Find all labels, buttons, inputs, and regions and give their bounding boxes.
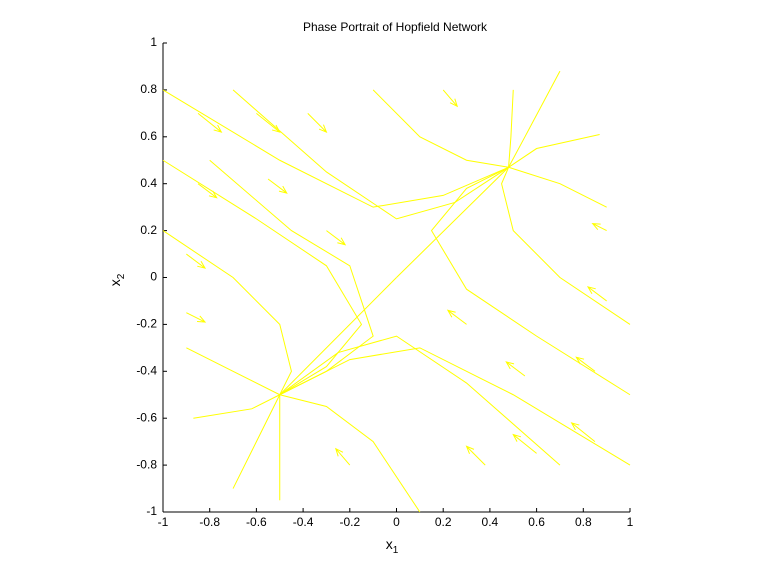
flow-arrow [512, 433, 537, 454]
trajectory [508, 166, 607, 208]
trajectory [162, 159, 363, 396]
x-tick-label: 0.4 [482, 515, 499, 529]
x-tick-label: 1 [627, 515, 634, 529]
x-tick-label: -1 [158, 515, 169, 529]
y-tick-label: 1 [150, 35, 157, 49]
trajectory [396, 166, 509, 278]
y-tick-label: 0.8 [140, 82, 157, 96]
trajectory [232, 394, 281, 489]
trajectory [508, 70, 561, 168]
y-axis-label: x2 [107, 273, 127, 286]
trajectory [508, 133, 600, 168]
flow-arrow [570, 422, 596, 443]
flow-arrow [505, 361, 526, 377]
y-tick-label: -0.4 [136, 363, 157, 377]
flow-arrow [326, 230, 347, 246]
trajectory [193, 394, 280, 419]
trajectory [279, 277, 397, 396]
trajectory [162, 89, 509, 208]
trajectory [279, 394, 421, 513]
x-tick-label: -0.8 [199, 515, 220, 529]
y-tick-label: -0.2 [136, 317, 157, 331]
flow-arrow [575, 356, 596, 372]
y-tick-label: 0.6 [140, 129, 157, 143]
trajectory [501, 167, 631, 325]
y-tick-label: 0.4 [140, 176, 157, 190]
y-label-text: x [107, 279, 123, 286]
x-tick-label: 0.6 [528, 515, 545, 529]
chart-title: Phase Portrait of Hopfield Network [303, 20, 488, 34]
y-tick-label: -1 [146, 504, 157, 518]
flow-arrow [465, 445, 486, 466]
x-tick-label: -0.2 [339, 515, 360, 529]
flow-arrow [197, 183, 218, 199]
flow-arrow [446, 309, 467, 325]
y-label-subscript: 2 [116, 273, 127, 279]
y-tick-label: 0 [150, 270, 157, 284]
flow-arrow [197, 112, 223, 133]
flow-arrow [591, 222, 607, 232]
x-tick-label: 0.8 [575, 515, 592, 529]
y-tick-label: -0.8 [136, 457, 157, 471]
x-label-text: x [386, 536, 393, 552]
trajectory [372, 89, 509, 168]
x-tick-label: 0 [393, 515, 400, 529]
flow-arrow [586, 286, 607, 302]
trajectory [508, 89, 514, 168]
y-tick-label: 0.2 [140, 223, 157, 237]
trajectory [186, 347, 280, 396]
y-tick-label: -0.6 [136, 410, 157, 424]
flow-arrow [186, 312, 207, 323]
flow-arrow [442, 89, 459, 108]
trajectory [209, 159, 374, 396]
trajectory [162, 230, 292, 395]
trajectory [232, 89, 509, 220]
trajectory [279, 335, 561, 466]
x-tick-label: 0.2 [435, 515, 452, 529]
x-axis-label: x1 [386, 536, 399, 556]
flow-arrow [186, 253, 207, 269]
x-label-subscript: 1 [393, 545, 399, 556]
trajectory [430, 166, 631, 396]
flow-arrow [307, 112, 328, 134]
flow-arrow [267, 178, 288, 194]
x-tick-label: -0.4 [293, 515, 314, 529]
flow-arrow [256, 112, 281, 133]
trajectory [279, 347, 631, 466]
x-tick-label: -0.6 [246, 515, 267, 529]
flow-arrow [334, 447, 351, 466]
